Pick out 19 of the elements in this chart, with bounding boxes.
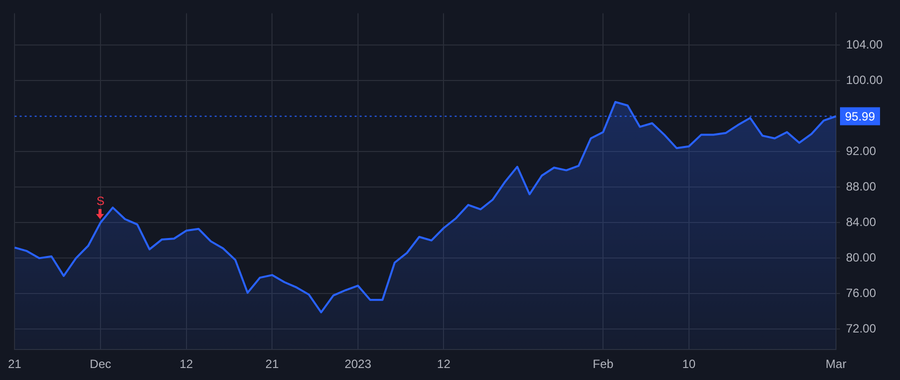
y-tick-label: 100.00 (846, 72, 884, 87)
y-tick-label: 104.00 (846, 37, 884, 52)
y-tick-label: 76.00 (846, 286, 876, 300)
y-tick-label: 84.00 (846, 214, 876, 229)
y-tick-label: 92.00 (846, 144, 876, 158)
annotation: S (96, 194, 104, 208)
x-tick-label: Dec (90, 357, 112, 372)
y-tick-label: 80.00 (846, 250, 876, 264)
y-tick-label: 72.00 (846, 322, 876, 336)
x-tick-label: 12 (180, 357, 194, 372)
x-tick-label: 10 (682, 357, 696, 372)
x-tick-label: Feb (592, 357, 614, 372)
x-tick-label: 2023 (344, 357, 372, 372)
x-tick-label: Mar (826, 357, 846, 372)
ref-line-label: 95.99 (845, 110, 876, 124)
y-tick-label: 88.00 (846, 179, 876, 194)
x-tick-label: 21 (8, 357, 22, 372)
x-tick-label: 21 (265, 357, 280, 372)
x-tick-label: 12 (437, 357, 451, 372)
